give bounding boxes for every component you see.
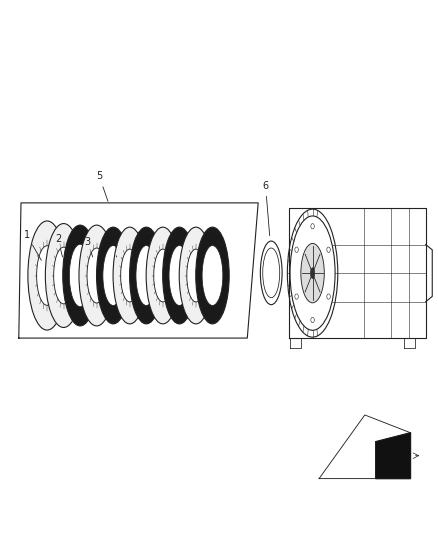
Ellipse shape [301,244,324,303]
Polygon shape [376,433,410,479]
Ellipse shape [169,246,190,305]
Text: 4: 4 [112,240,118,257]
Ellipse shape [130,227,163,324]
Ellipse shape [290,216,335,330]
Ellipse shape [295,294,298,299]
Ellipse shape [103,246,124,305]
Ellipse shape [46,223,82,327]
Text: 2: 2 [55,234,63,257]
Ellipse shape [120,249,139,302]
Ellipse shape [196,227,229,324]
Ellipse shape [63,225,98,326]
Ellipse shape [96,227,130,324]
Ellipse shape [311,224,314,229]
Ellipse shape [327,294,330,299]
Ellipse shape [311,268,314,278]
Ellipse shape [162,227,196,324]
Text: 3: 3 [85,237,93,257]
Text: 6: 6 [262,181,270,236]
Ellipse shape [146,227,180,324]
Ellipse shape [311,317,314,322]
Ellipse shape [79,225,114,326]
Ellipse shape [154,249,172,302]
Ellipse shape [87,248,106,303]
Ellipse shape [202,246,223,305]
Ellipse shape [260,241,282,305]
Text: 5: 5 [96,172,108,201]
Ellipse shape [37,246,57,305]
Ellipse shape [136,246,157,305]
Ellipse shape [28,221,66,330]
Ellipse shape [69,244,91,307]
Ellipse shape [263,248,280,297]
Ellipse shape [179,227,212,324]
Ellipse shape [187,249,205,302]
Ellipse shape [113,227,146,324]
Ellipse shape [53,247,74,304]
Ellipse shape [295,247,298,252]
Text: 1: 1 [24,230,41,261]
Ellipse shape [327,247,330,252]
